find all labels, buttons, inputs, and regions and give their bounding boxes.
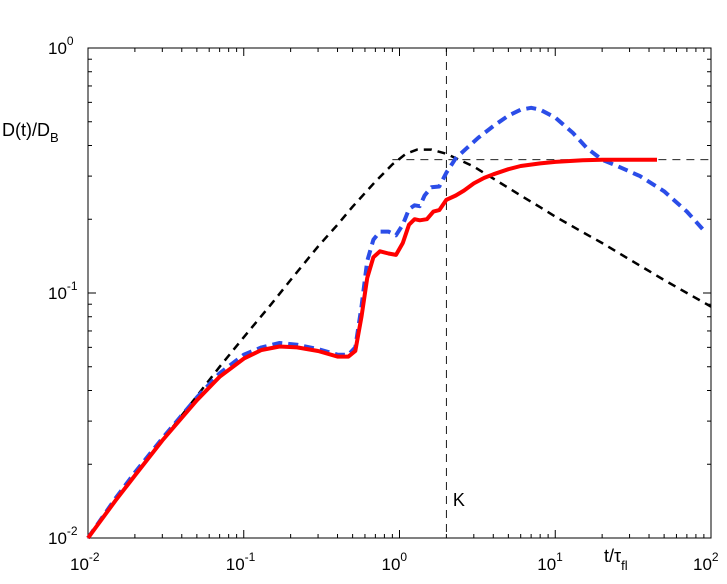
y-tick-label: 100 <box>48 34 74 58</box>
y-axis-label-main: D(t)/D <box>2 120 50 140</box>
reference-lines <box>392 48 711 538</box>
series-blue-dashed-line <box>86 105 706 540</box>
x-axis-label-sub: fl <box>621 558 628 573</box>
x-tick-label: 101 <box>537 550 563 574</box>
y-axis-label-sub: B <box>50 130 59 145</box>
annotation-label: K <box>453 490 465 510</box>
tick-labels: 10-2 10-1 100 101 102 10-2 10-1 100 <box>48 34 719 574</box>
series-black-dashed-line <box>87 148 712 539</box>
x-tick-label: 100 <box>382 550 408 574</box>
series-red-solid-line <box>86 157 657 540</box>
y-axis-label: D(t)/DB <box>2 120 59 145</box>
x-axis-label-main: t/τ <box>604 546 621 566</box>
x-tick-label: 10-1 <box>226 550 256 574</box>
x-axis-label: t/τfl <box>604 546 628 573</box>
x-tick-label: 102 <box>693 550 719 574</box>
axis-ticks <box>87 48 711 539</box>
y-tick-label: 10-1 <box>48 279 78 303</box>
y-tick-label: 10-2 <box>48 524 78 548</box>
x-tick-label: 10-2 <box>70 550 100 574</box>
annotations: K <box>453 490 465 510</box>
data-series <box>86 105 712 540</box>
